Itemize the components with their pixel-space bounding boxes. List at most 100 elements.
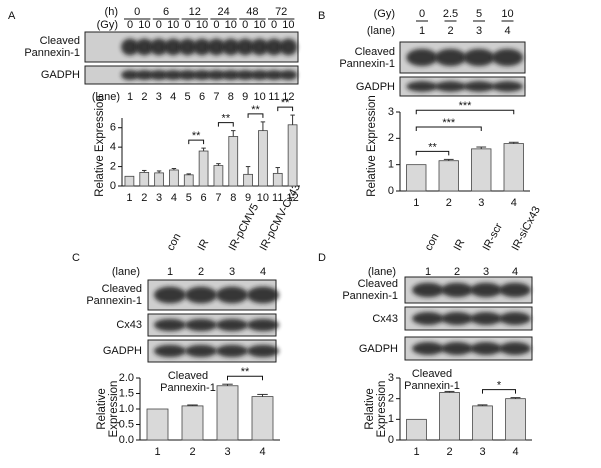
blot-name: GADPH [358, 342, 398, 355]
lane-number: 1 [167, 266, 173, 278]
header-value: 0 [213, 19, 219, 31]
lane-number: 4 [170, 91, 176, 103]
y-tick-label: 0 [110, 180, 116, 192]
header-value: 0 [127, 19, 133, 31]
blot-band [121, 69, 139, 81]
y-tick-label: 1.5 [119, 387, 134, 399]
blot-band [441, 342, 473, 355]
blot-band [412, 282, 444, 298]
lane-label: (lane) [368, 266, 396, 278]
lane-number: 1 [425, 266, 431, 278]
blot-band [470, 312, 502, 325]
y-tick-label: 2 [388, 393, 394, 405]
x-tick-label: 3 [156, 192, 162, 204]
header-value: 5 [476, 8, 482, 20]
bar [258, 130, 268, 187]
blot-band [216, 286, 248, 304]
bar [228, 136, 239, 187]
blot-name: Cx43 [116, 319, 142, 331]
header-value: 0 [419, 8, 425, 20]
bar [406, 164, 427, 192]
header-value: 0 [242, 19, 248, 31]
lane-number: 2 [454, 266, 460, 278]
blot-band [406, 81, 438, 92]
blot-band [154, 286, 186, 304]
panel-label: D [318, 252, 326, 264]
blot-band [265, 69, 283, 81]
x-tick-label: 2 [189, 446, 195, 458]
lane-number: 2 [447, 25, 453, 37]
bar [198, 150, 209, 187]
lane-number: 9 [242, 91, 248, 103]
blot-band [178, 38, 197, 56]
condition-label: IR [452, 237, 468, 252]
header-value: 10 [501, 8, 513, 20]
blot-band [441, 282, 473, 298]
bar [181, 405, 204, 441]
lane-number: 1 [419, 25, 425, 37]
y-axis-label: Relative Expression [366, 95, 378, 197]
blot-band [463, 81, 495, 92]
significance-label: * [497, 380, 502, 392]
blot-band [406, 48, 438, 67]
header-value: 72 [275, 6, 287, 18]
significance-bracket [415, 126, 482, 132]
header-value: 0 [156, 19, 162, 31]
lane-number: 4 [260, 266, 266, 278]
lane-label: (lane) [92, 91, 120, 103]
y-tick-label: 2 [388, 132, 394, 144]
x-tick-label: 6 [201, 192, 207, 204]
condition-label: IR [196, 237, 212, 252]
significance-bracket [482, 389, 516, 394]
blot-band [441, 312, 473, 325]
header-value: 48 [246, 6, 258, 18]
blot-band [236, 38, 255, 56]
condition-label: con [165, 231, 184, 252]
lane-number: 6 [199, 91, 205, 103]
y-tick-label: 2.0 [119, 372, 134, 384]
significance-bracket [277, 106, 294, 112]
blot-band [193, 69, 211, 81]
bar [139, 171, 150, 187]
blot-band [247, 286, 279, 304]
y-tick-label: 0.5 [119, 418, 134, 430]
blot-band [207, 69, 226, 81]
condition-label: IR-siCx43 [510, 204, 543, 252]
y-tick-label: 3 [388, 106, 394, 118]
x-tick-label: 1 [413, 446, 419, 458]
lane-number: 3 [483, 266, 489, 278]
x-tick-label: 4 [171, 192, 177, 204]
significance-label: ** [222, 113, 231, 125]
header-value: 0 [271, 19, 277, 31]
header-value: 10 [196, 19, 208, 31]
lane-number: 1 [127, 91, 133, 103]
blot-band [154, 344, 186, 358]
blot-band [236, 69, 255, 81]
blot-band [164, 69, 183, 81]
lane-number: 2 [141, 91, 147, 103]
significance-label: ** [428, 141, 437, 153]
x-tick-label: 1 [154, 446, 160, 458]
x-tick-label: 5 [186, 192, 192, 204]
blot-band [154, 318, 186, 332]
x-tick-label: 2 [446, 197, 452, 209]
lane-number: 11 [268, 91, 279, 103]
y-tick-label: 2 [110, 160, 116, 172]
blot-name: Cleaved Pannexin-1 [86, 283, 142, 307]
panel-label: C [72, 252, 80, 264]
blot-band [221, 69, 240, 81]
blot-name: GADPH [40, 69, 80, 81]
y-tick-label: 0.0 [119, 434, 134, 446]
header-value: 2.5 [443, 8, 458, 20]
bar [213, 165, 224, 187]
blot-band [121, 38, 139, 56]
header-value: 24 [217, 6, 229, 18]
blot-band [412, 342, 444, 355]
condition-label: IR-pCMV5 [227, 202, 262, 253]
blot-name: Cleaved Pannexin-1 [339, 45, 395, 70]
significance-label: ** [251, 104, 260, 116]
bar [169, 169, 179, 187]
blot-band [135, 69, 154, 81]
y-axis-label: Relative Expression [94, 95, 106, 197]
blot-name: Cleaved Pannexin-1 [24, 35, 80, 59]
